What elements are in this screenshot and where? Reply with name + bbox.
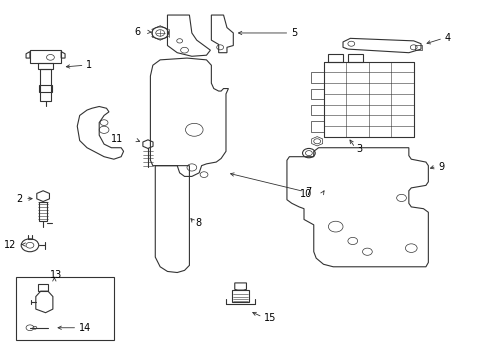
Bar — [311, 72, 323, 83]
Bar — [348, 54, 363, 62]
Bar — [328, 54, 343, 62]
Text: 3: 3 — [357, 144, 363, 154]
Text: 12: 12 — [4, 239, 16, 249]
Bar — [16, 277, 114, 339]
Bar — [323, 62, 414, 137]
Text: 7: 7 — [305, 187, 312, 197]
Text: 4: 4 — [444, 33, 451, 43]
Bar — [39, 202, 47, 221]
Text: 8: 8 — [196, 218, 202, 228]
Text: 14: 14 — [79, 323, 91, 333]
Bar — [311, 105, 323, 116]
Bar — [39, 85, 52, 92]
Text: 5: 5 — [291, 28, 297, 38]
Text: 6: 6 — [135, 27, 141, 37]
Text: 9: 9 — [438, 162, 444, 172]
Bar — [415, 45, 422, 50]
Text: 2: 2 — [16, 194, 23, 204]
Bar — [38, 284, 48, 291]
Text: 1: 1 — [86, 60, 92, 70]
Bar — [311, 89, 323, 99]
Text: 10: 10 — [299, 189, 312, 199]
Text: 11: 11 — [111, 134, 123, 144]
Bar — [232, 290, 249, 302]
Bar — [38, 63, 53, 69]
Text: 15: 15 — [264, 313, 276, 323]
Text: 13: 13 — [50, 270, 63, 280]
Bar — [30, 50, 61, 63]
Bar — [40, 69, 51, 101]
Bar — [311, 121, 323, 132]
